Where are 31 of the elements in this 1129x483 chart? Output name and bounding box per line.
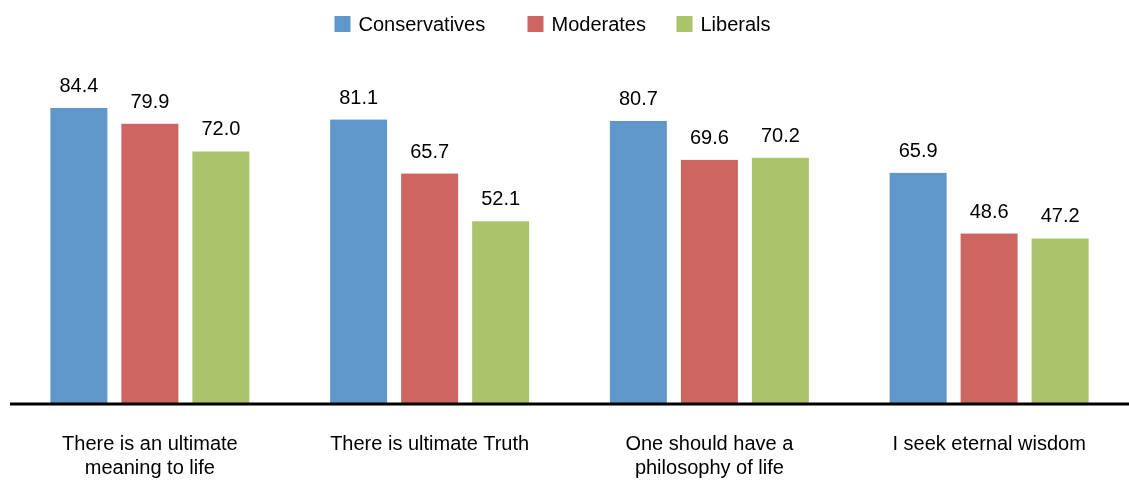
bar	[121, 123, 179, 404]
data-label: 65.9	[898, 138, 938, 161]
legend-label: Conservatives	[358, 13, 486, 35]
data-label: 52.1	[481, 187, 521, 210]
data-label: 48.6	[969, 199, 1009, 222]
data-label: 72.0	[201, 117, 241, 140]
x-tick-label: There is an ultimate meaning to life	[62, 432, 238, 478]
bar	[960, 233, 1018, 404]
legend-label: Liberals	[700, 13, 771, 35]
x-tick-label: One should have a philosophy of life	[625, 432, 795, 478]
bar	[889, 172, 947, 404]
x-tick-label: I seek eternal wisdom	[892, 432, 1086, 454]
data-label: 84.4	[59, 74, 99, 96]
legend-label: Moderates	[551, 13, 646, 35]
bar	[1031, 238, 1089, 404]
data-label: 81.1	[339, 85, 379, 108]
data-label: 47.2	[1040, 204, 1080, 227]
bar	[609, 120, 667, 404]
bar	[330, 119, 388, 404]
bar	[680, 159, 738, 404]
x-tick-label: There is ultimate Truth	[330, 432, 530, 454]
data-label: 79.9	[130, 89, 170, 112]
bar	[192, 151, 250, 404]
bar	[472, 221, 530, 404]
bar	[401, 173, 459, 404]
data-label: 65.7	[410, 139, 450, 162]
bar	[50, 108, 108, 404]
data-label: 80.7	[618, 86, 658, 109]
data-label: 70.2	[760, 123, 800, 146]
bar	[751, 157, 809, 404]
data-label: 69.6	[689, 125, 729, 148]
